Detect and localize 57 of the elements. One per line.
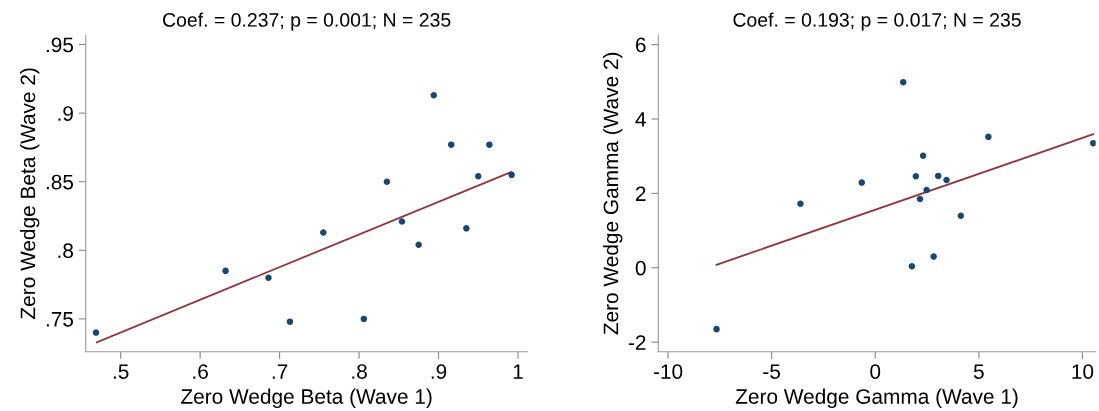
point bbox=[463, 225, 470, 232]
point bbox=[919, 152, 927, 160]
chart-title: Coef. = 0.237; p = 0.001; N = 235 bbox=[163, 12, 451, 31]
point bbox=[398, 218, 406, 225]
point bbox=[797, 200, 804, 208]
x-tick-label: .9 bbox=[431, 364, 447, 379]
point bbox=[943, 176, 950, 184]
x-tick-label: .7 bbox=[272, 364, 288, 379]
point bbox=[899, 78, 907, 86]
y-tick-label: .95 bbox=[46, 37, 74, 53]
point bbox=[858, 179, 866, 186]
y-axis-title: Zero Wedge Gamma (Wave 2) bbox=[603, 52, 623, 335]
point bbox=[957, 212, 965, 219]
y-tick-label: -2 bbox=[628, 335, 646, 350]
y-tick-label: .9 bbox=[58, 106, 73, 121]
point bbox=[320, 229, 327, 236]
x-tick-label: .8 bbox=[352, 364, 367, 379]
point bbox=[286, 318, 294, 325]
point bbox=[930, 253, 937, 260]
point bbox=[713, 325, 720, 333]
point bbox=[265, 274, 272, 281]
x-tick-label: .5 bbox=[113, 364, 129, 379]
x-axis-title: Zero Wedge Gamma (Wave 1) bbox=[735, 388, 1018, 409]
x-tick-label: -5 bbox=[763, 364, 781, 379]
point bbox=[934, 172, 942, 180]
x-tick-label: 5 bbox=[973, 364, 984, 379]
x-tick-label: 1 bbox=[513, 364, 523, 379]
y-tick-label: 4 bbox=[635, 112, 646, 127]
point bbox=[985, 133, 992, 141]
point bbox=[383, 178, 391, 185]
point bbox=[475, 172, 482, 180]
chart-title: Coef. = 0.193; p = 0.017; N = 235 bbox=[733, 12, 1021, 31]
point bbox=[923, 186, 930, 194]
point bbox=[1089, 139, 1096, 147]
y-axis-title: Zero Wedge Beta (Wave 2) bbox=[19, 68, 40, 319]
x-tick-label: .6 bbox=[193, 364, 208, 379]
y-tick-label: .8 bbox=[58, 243, 74, 259]
x-tick-label: 0 bbox=[870, 364, 881, 379]
point bbox=[92, 329, 100, 336]
point bbox=[222, 267, 229, 275]
point bbox=[447, 141, 455, 148]
y-tick-label: .85 bbox=[46, 174, 74, 190]
x-tick-label: -10 bbox=[653, 364, 683, 379]
y-tick-label: 2 bbox=[635, 186, 646, 201]
point bbox=[486, 141, 493, 148]
x-axis-title: Zero Wedge Beta (Wave 1) bbox=[181, 388, 432, 409]
point bbox=[360, 315, 368, 323]
point bbox=[912, 173, 920, 180]
y-tick-label: 0 bbox=[635, 260, 646, 276]
x-tick-label: 10 bbox=[1072, 364, 1094, 379]
point bbox=[508, 171, 515, 179]
y-tick-label: .75 bbox=[46, 312, 74, 327]
point bbox=[916, 195, 924, 203]
point bbox=[430, 92, 438, 99]
point bbox=[415, 241, 422, 249]
point bbox=[908, 263, 916, 270]
y-tick-label: 6 bbox=[635, 37, 646, 53]
